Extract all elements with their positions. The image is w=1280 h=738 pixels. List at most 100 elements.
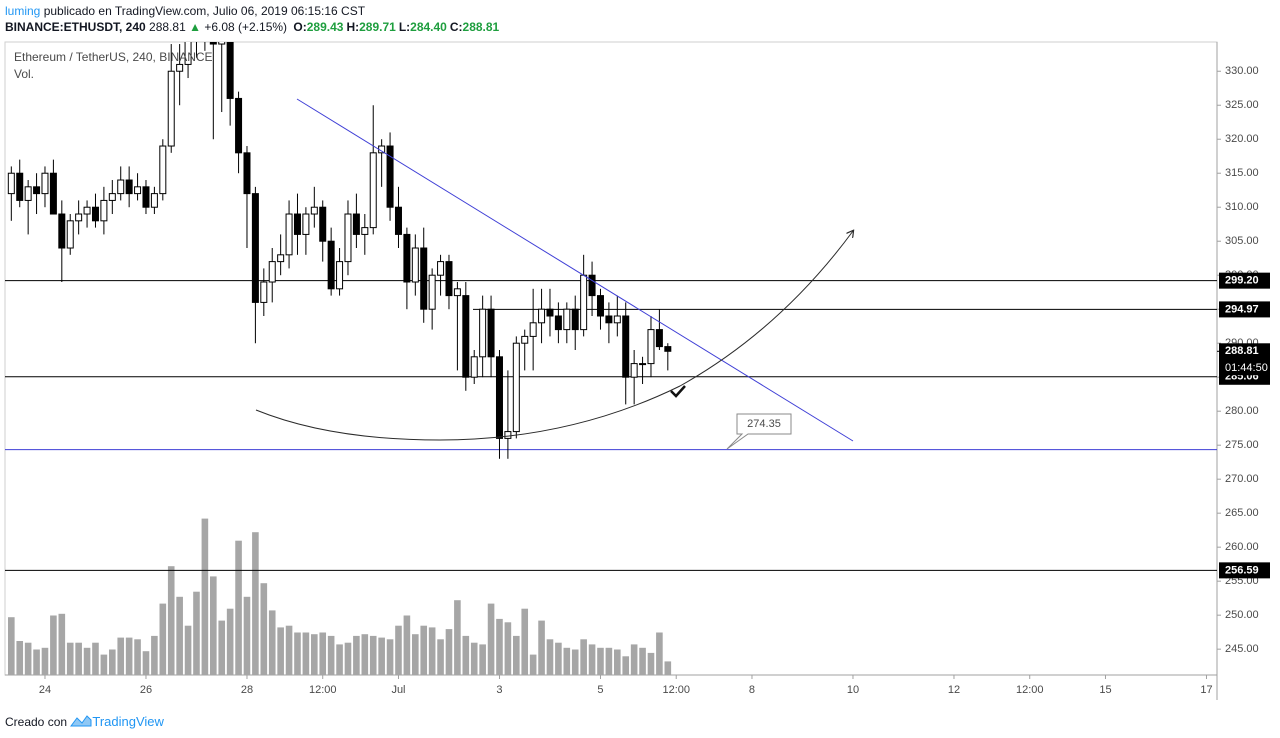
x-tick-label: 10 [847, 684, 859, 696]
candle-body [512, 342, 520, 433]
volume-label: Vol. [14, 67, 34, 81]
volume-bar [83, 647, 91, 675]
candle-body [7, 172, 15, 195]
candle-body [605, 315, 613, 324]
volume-bar [252, 532, 259, 675]
y-tick-label: 315.00 [1225, 167, 1259, 179]
candle-body [394, 206, 402, 235]
candle-body [58, 213, 66, 249]
candle-body [327, 240, 335, 290]
x-tick-label: 12:00 [309, 684, 337, 696]
candle-body [580, 274, 588, 331]
candle-body [420, 247, 428, 310]
volume-bar [268, 610, 276, 675]
y-tick-label: 280.00 [1225, 405, 1259, 417]
candle-body [596, 295, 604, 317]
candle-body [495, 356, 503, 439]
y-tick-label: 260.00 [1225, 541, 1259, 553]
ohlc-key: L: [398, 20, 411, 34]
volume-bar [462, 635, 470, 675]
volume-bar [664, 661, 672, 675]
last-price-label: 288.81 [1225, 345, 1259, 357]
callout [726, 413, 792, 450]
volume-bar [260, 583, 268, 675]
candle-body [125, 179, 133, 195]
candle-body [83, 206, 91, 215]
volume-bar [302, 632, 310, 675]
candle-body [622, 315, 630, 378]
volume-bar [428, 627, 436, 675]
volume-bar [142, 651, 150, 675]
candle-body [251, 193, 259, 303]
candle-body [108, 193, 116, 201]
volume-bar [538, 620, 545, 675]
volume-bar [184, 625, 192, 675]
candle-body [588, 274, 596, 297]
volume-bar [630, 644, 638, 675]
volume-bar [327, 635, 335, 675]
symbol: BINANCE:ETHUSDT, 240 [5, 20, 146, 34]
x-tick-label: 12 [948, 684, 960, 696]
candle-body [226, 42, 234, 99]
price-label-box [1219, 272, 1270, 289]
volume-bar [437, 639, 444, 675]
candle-body [437, 261, 445, 276]
countdown-label: 01:44:50 [1225, 362, 1268, 374]
published: publicado en TradingView.com, Julio 06, … [43, 4, 366, 18]
author[interactable]: luming [5, 4, 41, 18]
x-tick-label: 28 [241, 684, 253, 696]
volume-bar [470, 642, 478, 675]
candle-body [91, 206, 99, 222]
volume-bar [235, 540, 242, 675]
volume-bar [555, 642, 562, 675]
volume-bar [159, 603, 167, 675]
volume-bar [445, 629, 453, 675]
volume-bar [614, 649, 621, 675]
volume-bar [66, 642, 74, 675]
candle-body [16, 172, 24, 201]
volume-bar [378, 637, 385, 675]
candle-body [33, 186, 41, 195]
y-tick-label: 320.00 [1225, 133, 1259, 145]
candle-body [319, 206, 327, 242]
candle-body [386, 145, 394, 208]
candle-body [117, 179, 125, 195]
change: +6.08 (+2.15%) [204, 20, 288, 34]
volume-bar [210, 576, 217, 675]
volume-bar [386, 639, 394, 675]
candle-body [361, 227, 369, 235]
candle-body [554, 315, 562, 331]
trend-line [296, 98, 854, 442]
candle-body [218, 42, 226, 45]
candle-body [647, 329, 655, 365]
volume-bar [294, 632, 301, 675]
candle-body [293, 213, 301, 235]
volume-bar [487, 603, 495, 675]
candle-body [66, 220, 74, 249]
check-mark [670, 385, 686, 398]
volume-bar [656, 632, 663, 675]
y-tick-label: 310.00 [1225, 201, 1259, 213]
candle-body [100, 199, 108, 222]
price-label: 294.97 [1225, 303, 1259, 315]
candle-body [571, 308, 579, 331]
cup-curve [255, 231, 853, 441]
volume-bar [285, 625, 293, 675]
volume-bar [546, 639, 554, 675]
candle-body [243, 152, 251, 195]
candle-body [369, 152, 377, 229]
volume-bar [504, 622, 512, 675]
volume-bar [193, 591, 200, 675]
candle-body [336, 261, 344, 290]
price-label-box [1219, 562, 1270, 579]
brand[interactable]: TradingView [92, 714, 164, 729]
y-tick-label: 325.00 [1225, 99, 1259, 111]
x-tick-label: Jul [391, 684, 405, 696]
volume-bar [513, 635, 520, 675]
candle-body [134, 186, 142, 195]
candle-body [479, 308, 487, 358]
ohlc-key: H: [346, 20, 360, 34]
x-tick-label: 12:00 [1016, 684, 1044, 696]
y-tick-label: 270.00 [1225, 473, 1259, 485]
